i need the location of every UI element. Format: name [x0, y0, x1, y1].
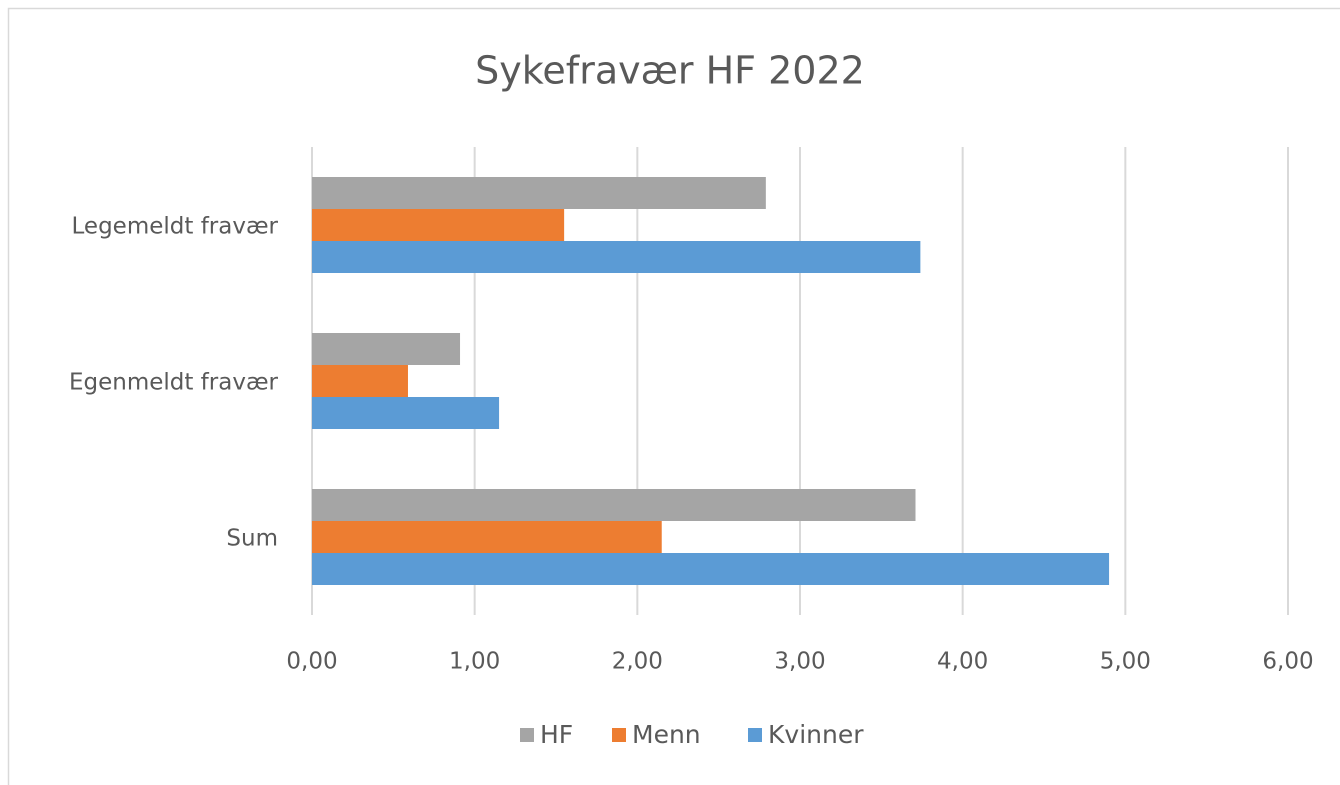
legend-label: Menn: [632, 720, 701, 749]
x-tick-label: 0,00: [286, 649, 337, 675]
legend-swatch: [520, 728, 534, 742]
bar: [312, 365, 408, 397]
legend-label: Kvinner: [768, 720, 864, 749]
bar: [312, 489, 916, 521]
y-tick-label: Sum: [226, 526, 278, 552]
legend-swatch: [748, 728, 762, 742]
bar: [312, 553, 1110, 585]
chart-title: Sykefravær HF 2022: [475, 49, 865, 93]
bar: [312, 397, 500, 429]
y-tick-label: Legemeldt fravær: [72, 214, 279, 240]
x-tick-label: 3,00: [774, 649, 825, 675]
bar: [312, 177, 766, 209]
bar: [312, 209, 565, 241]
bar: [312, 521, 662, 553]
legend-swatch: [612, 728, 626, 742]
x-tick-label: 1,00: [449, 649, 500, 675]
x-tick-label: 4,00: [937, 649, 988, 675]
chart-border: [7, 7, 1340, 785]
legend-label: HF: [540, 720, 573, 749]
x-tick-label: 6,00: [1262, 649, 1313, 675]
y-tick-label: Egenmeldt fravær: [69, 370, 279, 396]
x-tick-label: 2,00: [612, 649, 663, 675]
bar: [312, 333, 461, 365]
bar: [312, 241, 921, 273]
x-tick-label: 5,00: [1100, 649, 1151, 675]
